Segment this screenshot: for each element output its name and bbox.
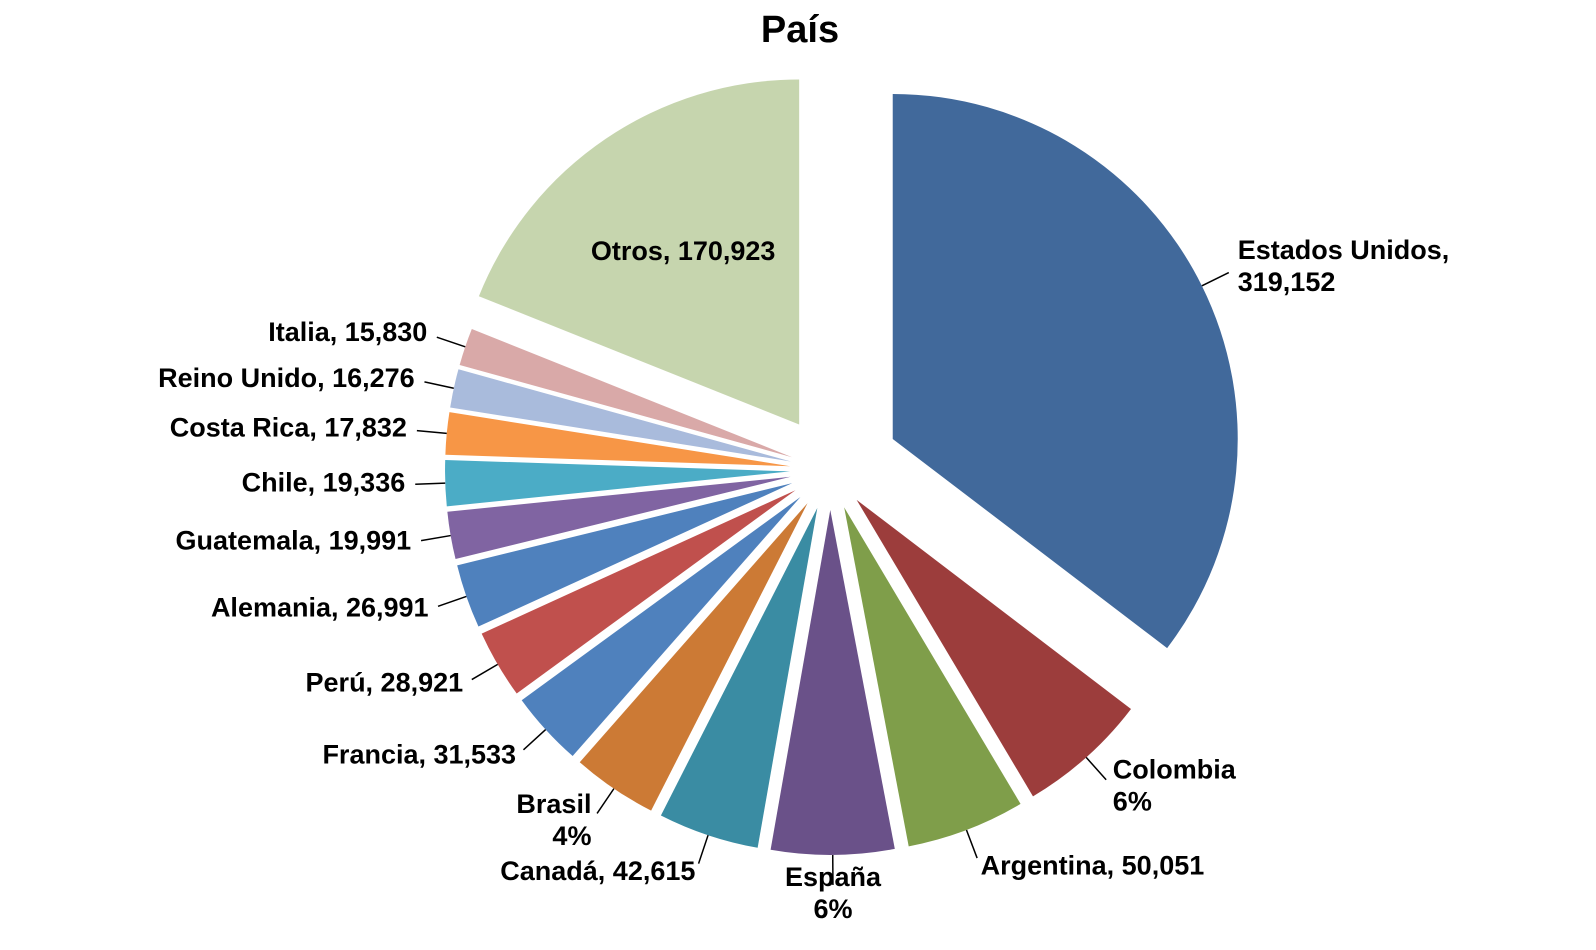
data-label: Canadá, 42,615 bbox=[500, 856, 695, 886]
data-label: España bbox=[785, 862, 882, 892]
pie-slice bbox=[447, 476, 791, 560]
leader-line bbox=[416, 429, 447, 435]
data-label: Chile, 19,336 bbox=[242, 468, 406, 498]
leader-line bbox=[522, 728, 547, 751]
pie-slice bbox=[660, 507, 818, 848]
pie-slice bbox=[445, 459, 791, 507]
data-label: 6% bbox=[1113, 786, 1152, 816]
leader-line bbox=[1085, 756, 1107, 781]
data-label: Italia, 15,830 bbox=[268, 317, 427, 347]
pie-slice bbox=[892, 93, 1238, 649]
pie-slice bbox=[521, 496, 801, 757]
leader-line bbox=[437, 595, 467, 608]
pie-slice bbox=[579, 503, 808, 811]
data-label: Estados Unidos, bbox=[1238, 235, 1450, 265]
pie-slice bbox=[450, 369, 791, 462]
pie-slice bbox=[770, 509, 895, 855]
pie-slice bbox=[459, 328, 793, 458]
leader-line bbox=[436, 336, 466, 348]
pie-slice bbox=[445, 412, 791, 467]
pie-slice bbox=[457, 483, 793, 627]
data-label: Guatemala, 19,991 bbox=[176, 526, 412, 556]
data-label: Perú, 28,921 bbox=[306, 668, 464, 698]
data-label: Otros, 170,923 bbox=[591, 236, 776, 266]
pie-slice bbox=[481, 490, 796, 694]
pie-slice bbox=[478, 79, 800, 425]
leader-line bbox=[424, 381, 454, 390]
data-label: 319,152 bbox=[1238, 267, 1336, 297]
leader-line bbox=[420, 534, 451, 542]
data-label: 4% bbox=[552, 821, 591, 851]
leader-line bbox=[471, 663, 499, 681]
data-label: Francia, 31,533 bbox=[322, 740, 516, 770]
leader-line bbox=[1201, 271, 1230, 287]
data-label: 6% bbox=[814, 894, 853, 924]
chart-title: País bbox=[761, 9, 839, 51]
pie-slice bbox=[844, 507, 1021, 847]
pie-slice bbox=[856, 499, 1132, 797]
leader-line bbox=[965, 829, 978, 859]
data-label: Brasil bbox=[516, 789, 591, 819]
leader-line bbox=[697, 834, 709, 864]
leader-line bbox=[415, 482, 446, 485]
data-label: Argentina, 50,051 bbox=[981, 851, 1205, 881]
data-label: Alemania, 26,991 bbox=[211, 593, 429, 623]
leader-line bbox=[596, 788, 615, 814]
data-label: Costa Rica, 17,832 bbox=[170, 413, 407, 443]
data-label: Colombia bbox=[1113, 754, 1237, 784]
data-label: Reino Unido, 16,276 bbox=[158, 363, 415, 393]
